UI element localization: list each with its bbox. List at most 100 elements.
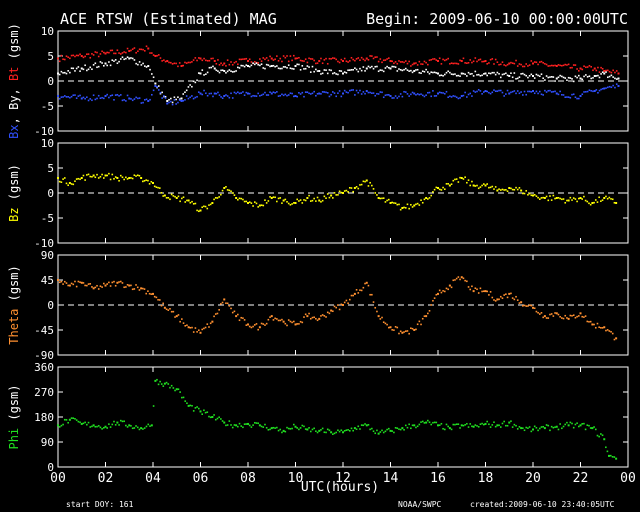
data-dot [137,97,139,100]
data-dot [99,97,102,100]
data-dot [311,316,314,319]
data-dot [173,99,176,101]
data-dot [377,60,380,63]
data-dot [416,64,419,66]
data-dot [284,430,287,433]
data-dot [491,58,494,60]
data-dot [552,426,555,429]
data-dot [257,63,259,66]
data-dot [493,299,495,301]
data-dot [340,95,343,98]
data-point [437,187,439,189]
data-dot [119,280,122,283]
data-dot [252,205,254,207]
data-dot [113,99,115,101]
data-dot [605,195,607,198]
data-dot [506,74,509,77]
data-dot [447,96,449,99]
data-dot [206,323,209,325]
data-dot [362,180,365,183]
data-dot [332,57,334,59]
data-dot [515,295,517,298]
data-point [68,284,71,287]
data-dot [584,428,587,431]
data-dot [255,323,258,325]
data-dot [399,428,402,431]
data-dot [550,76,553,78]
data-dot [357,292,360,294]
data-dot [298,323,300,325]
data-dot [156,86,158,88]
data-dot [159,92,162,95]
data-dot [511,90,514,93]
data-dot [506,296,509,299]
data-dot [177,96,179,98]
data-point [520,427,523,430]
data-dot [557,93,560,96]
data-dot [443,73,446,76]
data-dot [464,62,466,64]
data-dot [301,65,304,67]
data-dot [372,188,375,190]
data-dot [427,312,429,315]
data-dot [99,175,102,178]
data-dot [304,67,307,70]
data-dot [515,92,517,95]
data-dot [411,424,414,427]
data-dot [243,319,246,321]
data-dot [301,321,304,324]
data-point [365,90,368,92]
data-dot [359,428,361,430]
data-point [472,290,475,293]
data-dot [82,282,85,284]
data-dot [315,62,317,65]
data-dot [403,206,405,209]
data-dot [352,429,354,432]
data-dot [248,325,251,328]
data-dot [610,71,613,74]
data-dot [181,197,183,200]
data-dot [372,57,375,60]
data-dot [481,422,483,425]
data-dot [237,425,239,428]
data-dot [433,188,436,191]
data-dot [131,57,134,60]
data-dot [455,96,458,99]
data-dot [420,63,422,65]
data-dot [130,57,132,59]
data-dot [281,67,283,70]
data-dot [455,277,458,280]
data-dot [320,201,322,203]
data-dot [462,72,465,75]
data-dot [156,54,158,57]
data-dot [503,294,505,296]
data-dot [125,176,127,179]
data-dot [308,92,310,95]
data-dot [343,89,346,92]
data-dot [214,197,217,199]
data-dot [272,64,275,67]
data-dot [165,381,168,384]
data-dot [562,64,565,67]
data-dot [316,431,319,434]
data-dot [561,427,563,430]
data-dot [474,70,477,73]
data-point [579,77,582,80]
data-dot [488,91,490,94]
data-point [615,457,618,460]
data-dot [274,427,276,429]
data-dot [65,55,68,58]
data-dot [133,59,136,61]
data-dot [296,427,298,429]
data-point [258,424,261,427]
data-dot [438,91,441,94]
data-dot [138,61,141,63]
data-dot [574,316,577,319]
data-dot [564,201,567,204]
data-dot [347,69,349,72]
data-dot [311,199,314,202]
data-point [591,323,594,326]
data-dot [186,324,188,327]
data-dot [557,64,560,66]
data-dot [491,424,494,426]
